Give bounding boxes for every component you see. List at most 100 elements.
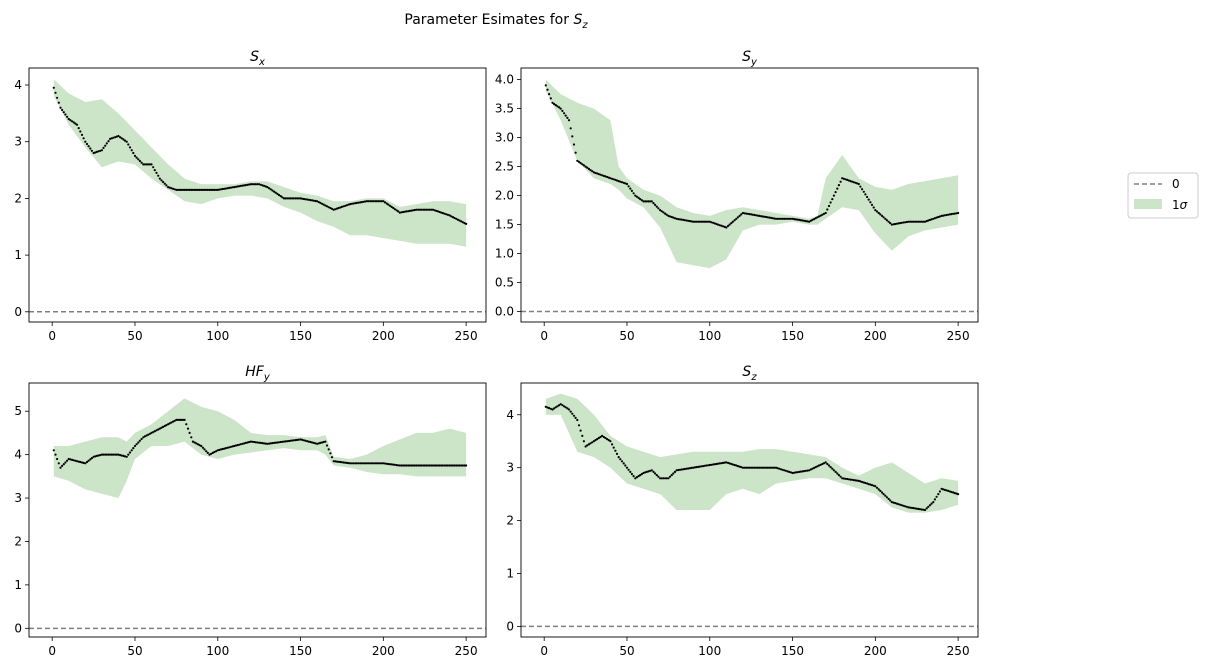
hfy-estimate-point [375,462,378,465]
hfy-estimate-point [97,454,100,457]
sx-estimate-point [277,193,281,197]
sz-estimate-point [904,505,907,508]
sx-estimate-point [291,197,294,200]
sx-estimate-point [378,200,382,203]
sz-estimate-point [647,470,650,473]
hfy-estimate-point [90,457,93,460]
sx-estimate-point [224,187,228,190]
sy-estimate-point [604,175,607,178]
sx-estimate-point [132,151,135,155]
sy-estimate-point [632,192,635,195]
hfy-estimate-point [383,462,387,465]
sy-estimate-point [745,212,748,215]
sy-estimate-point [554,104,557,107]
sz-ytick-label: 1 [506,567,514,581]
sz-estimate-point [713,463,716,466]
sy-estimate-point [597,173,600,176]
sx-xtick-label: 50 [127,329,142,343]
sy-estimate-point [698,220,701,223]
sy-xtick-label: 200 [864,329,887,343]
sx-estimate-point [287,197,291,200]
sx-estimate-point [77,127,80,130]
sz-estimate-point [839,475,842,478]
sx-panel-title: Sx [250,49,265,68]
sz-estimate-point [859,480,862,483]
figure-title-subscript: z [581,20,588,31]
sy-estimate-point [645,200,648,203]
sy-estimate-point [909,220,912,223]
sx-estimate-point [107,140,110,143]
sy-estimate-point [834,191,837,194]
hfy-estimate-point [190,436,193,439]
sz-estimate-point [745,466,748,469]
legend-label-sigma: 1σ [1172,198,1188,212]
sz-estimate-point [564,406,567,409]
sx-estimate-point [392,206,395,210]
hfy-estimate-point [125,455,128,458]
sy-estimate-point [836,187,839,190]
sx-estimate-point [168,186,171,189]
sx-estimate-point [307,198,310,201]
sz-estimate-point [687,467,690,470]
hfy-estimate-point [254,441,257,444]
legend-band-swatch [1134,199,1162,209]
hfy-estimate-point [206,451,209,454]
sz-estimate-point [601,434,604,437]
sx-estimate-point [94,151,97,154]
sy-xtick-label: 0 [540,329,548,343]
sz-estimate-point [912,507,915,510]
sz-estimate-point [561,404,564,407]
hfy-estimate-point [342,461,345,464]
hfy-estimate-point [378,462,382,465]
sx-estimate-point [254,183,257,186]
sx-estimate-point [160,179,163,182]
hfy-estimate-point [292,439,295,442]
sz-estimate-point [788,470,791,473]
sz-estimate-point [657,475,660,478]
sz-estimate-point [581,434,584,437]
sy-estimate-point [655,205,658,208]
sz-estimate-point [607,439,610,442]
sz-estimate-point [569,410,572,413]
hfy-estimate-point [350,462,353,465]
sy-estimate-point [703,220,706,223]
sz-estimate-point [743,466,746,469]
sy-estimate-point [822,212,826,215]
sy-estimate-point [572,143,576,146]
sx-estimate-point [398,211,401,214]
figure-title-symbol: S [573,12,582,28]
sx-estimate-point [104,144,107,147]
sz-estimate-point [637,475,640,478]
sx-estimate-point [128,146,132,149]
hfy-estimate-point [337,460,340,463]
hfy-estimate-point [258,441,261,444]
hfy-estimate-point [162,425,165,428]
hfy-estimate-point [435,464,438,467]
hfy-estimate-point [355,462,358,465]
hfy-estimate-point [369,462,372,465]
hfy-estimate-point [417,464,420,467]
sy-estimate-point [837,184,841,187]
hfy-estimate-point [85,460,89,464]
hfy-estimate-point [120,454,123,457]
hfy-estimate-point [205,450,208,453]
sx-estimate-point [420,208,423,211]
hfy-estimate-point [423,464,426,467]
sx-estimate-point [175,188,178,191]
hfy-estimate-point [357,462,360,465]
sy-estimate-point [779,217,783,220]
sy-estimate-point [852,181,855,184]
sy-estimate-point [746,212,749,215]
sx-estimate-point [191,188,194,191]
sy-estimate-point [902,221,905,224]
sy-estimate-point [659,209,662,212]
hfy-estimate-point [147,433,150,436]
hfy-estimate-point [140,437,143,441]
hfy-estimate-point [193,441,196,444]
sx-estimate-point [413,208,416,212]
sz-estimate-point [716,462,720,465]
sx-estimate-point [292,197,295,200]
sz-estimate-point [953,492,956,495]
hfy-estimate-point [400,464,403,467]
sx-estimate-point [352,202,355,205]
